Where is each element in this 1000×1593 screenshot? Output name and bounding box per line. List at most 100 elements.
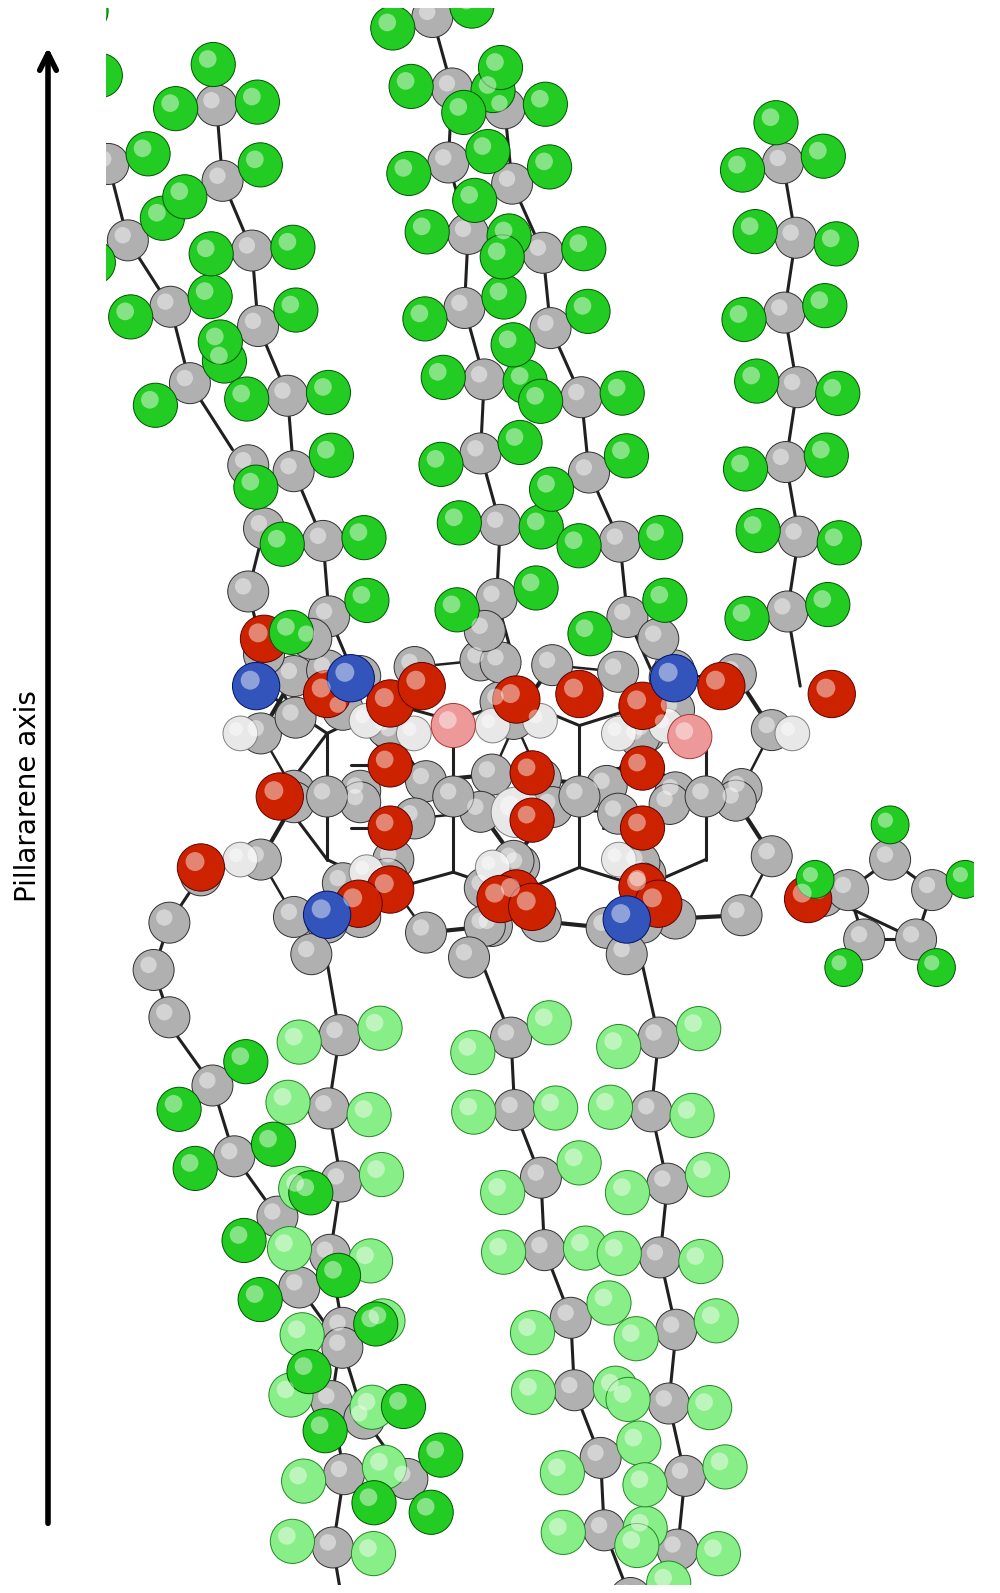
Circle shape [488,1179,506,1196]
Circle shape [519,379,563,424]
Circle shape [221,1144,237,1160]
Circle shape [394,798,435,840]
Circle shape [475,851,510,884]
Circle shape [647,1561,691,1593]
Circle shape [694,1298,738,1343]
Circle shape [529,467,574,511]
Circle shape [267,1227,312,1271]
Circle shape [645,626,661,642]
Circle shape [896,919,937,961]
Circle shape [223,717,258,750]
Circle shape [88,143,129,185]
Circle shape [598,652,639,693]
Circle shape [277,1020,321,1064]
Circle shape [626,849,643,867]
Circle shape [428,142,469,183]
Circle shape [234,465,278,510]
Circle shape [530,239,546,256]
Circle shape [816,371,860,416]
Circle shape [619,863,666,911]
Circle shape [134,140,151,158]
Circle shape [228,570,269,612]
Circle shape [688,1386,732,1429]
Circle shape [953,867,968,883]
Circle shape [196,84,237,126]
Circle shape [340,782,381,822]
Circle shape [33,8,49,24]
Circle shape [471,366,487,382]
Circle shape [654,1171,671,1187]
Circle shape [806,583,850,626]
Circle shape [526,387,544,405]
Circle shape [466,129,510,174]
Circle shape [617,1421,661,1466]
Circle shape [576,459,592,476]
Circle shape [638,618,679,660]
Circle shape [520,1157,561,1198]
Circle shape [808,671,855,717]
Circle shape [785,524,802,540]
Circle shape [654,690,695,730]
Circle shape [269,1373,313,1418]
Circle shape [870,840,911,879]
Circle shape [355,709,369,723]
Circle shape [741,217,759,234]
Circle shape [246,150,264,169]
Circle shape [528,1164,544,1180]
Circle shape [675,722,693,739]
Circle shape [475,709,510,742]
Circle shape [822,229,840,247]
Circle shape [449,937,490,978]
Circle shape [355,860,369,875]
Circle shape [270,1520,314,1563]
Circle shape [631,1470,648,1488]
Circle shape [527,766,544,782]
Circle shape [209,167,226,183]
Circle shape [359,1539,377,1556]
Circle shape [605,658,621,675]
Circle shape [655,773,696,812]
Circle shape [45,76,86,118]
Circle shape [173,1147,217,1190]
Circle shape [532,787,573,828]
Circle shape [343,889,362,908]
Circle shape [452,1090,496,1134]
Circle shape [679,1239,723,1284]
Circle shape [140,196,184,241]
Circle shape [566,784,583,800]
Circle shape [480,682,521,722]
Circle shape [527,1000,571,1045]
Circle shape [451,295,468,311]
Circle shape [345,578,389,623]
Circle shape [444,287,485,328]
Circle shape [116,303,134,320]
Circle shape [464,358,505,400]
Circle shape [624,1429,642,1446]
Circle shape [285,1027,303,1045]
Circle shape [17,105,35,123]
Circle shape [371,6,415,49]
Circle shape [638,1098,654,1115]
Circle shape [141,390,159,408]
Circle shape [626,723,643,739]
Circle shape [0,10,29,54]
Circle shape [796,860,834,898]
Circle shape [677,1007,721,1051]
Circle shape [647,1163,688,1204]
Circle shape [801,134,845,178]
Circle shape [767,591,808,632]
Circle shape [464,610,505,652]
Circle shape [584,1510,625,1552]
Circle shape [310,1235,351,1276]
Circle shape [498,421,542,465]
Circle shape [488,242,506,260]
Circle shape [376,814,393,832]
Circle shape [532,645,573,685]
Circle shape [627,690,646,709]
Circle shape [661,656,677,674]
Circle shape [481,1230,526,1274]
Circle shape [520,758,561,800]
Circle shape [742,366,760,384]
Circle shape [563,1227,608,1270]
Circle shape [240,714,281,753]
